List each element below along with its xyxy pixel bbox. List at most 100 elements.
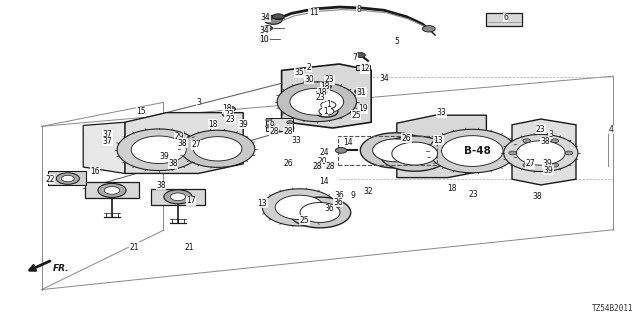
Text: 27: 27: [525, 159, 535, 168]
Text: 16: 16: [90, 167, 100, 176]
Text: 39: 39: [543, 166, 554, 175]
Polygon shape: [48, 171, 86, 185]
Text: 18: 18: [209, 120, 218, 129]
Circle shape: [321, 84, 332, 89]
Polygon shape: [512, 119, 576, 185]
Text: 23: 23: [536, 125, 546, 134]
Text: 31: 31: [356, 88, 367, 97]
Text: 15: 15: [136, 108, 146, 116]
Text: 4: 4: [609, 125, 614, 134]
Text: 3: 3: [548, 130, 553, 139]
Polygon shape: [125, 113, 243, 173]
Polygon shape: [442, 136, 503, 166]
Circle shape: [222, 112, 232, 117]
Circle shape: [284, 129, 292, 133]
Circle shape: [56, 173, 79, 184]
Text: 33: 33: [291, 136, 301, 145]
Text: 38: 38: [540, 137, 550, 146]
Bar: [338, 136, 437, 165]
Text: 35: 35: [294, 68, 304, 77]
Text: 34: 34: [260, 13, 271, 22]
Text: 27: 27: [191, 140, 202, 149]
Polygon shape: [151, 189, 205, 205]
Circle shape: [273, 14, 284, 20]
Polygon shape: [262, 189, 337, 226]
Circle shape: [422, 26, 435, 32]
Text: 23: 23: [468, 190, 479, 199]
Text: 1: 1: [323, 107, 328, 116]
Text: 3: 3: [196, 98, 201, 107]
Text: 30: 30: [304, 75, 314, 84]
Text: 28: 28: [284, 127, 292, 136]
Bar: [356, 65, 370, 70]
Polygon shape: [360, 133, 431, 168]
Text: 36: 36: [334, 191, 344, 200]
Text: 18: 18: [317, 88, 326, 97]
Polygon shape: [117, 129, 200, 171]
Text: 38: 38: [177, 139, 188, 148]
Text: 26: 26: [283, 159, 293, 168]
Polygon shape: [397, 115, 486, 178]
Polygon shape: [131, 136, 186, 164]
Text: B-48: B-48: [464, 146, 491, 156]
Circle shape: [170, 193, 186, 201]
Polygon shape: [289, 197, 351, 228]
Text: 26: 26: [401, 134, 412, 143]
Circle shape: [164, 190, 192, 204]
Text: 23: 23: [324, 76, 335, 84]
Text: 38: 38: [156, 181, 166, 190]
Text: 21: 21: [130, 243, 139, 252]
Text: 9: 9: [269, 121, 275, 130]
Text: 9: 9: [351, 191, 356, 200]
Circle shape: [355, 52, 365, 58]
Text: 32: 32: [363, 188, 373, 196]
Text: 13: 13: [257, 199, 268, 208]
Text: 36: 36: [333, 198, 343, 207]
Polygon shape: [83, 122, 125, 173]
Polygon shape: [193, 137, 242, 161]
Text: 2: 2: [307, 63, 312, 72]
Text: 28: 28: [326, 162, 335, 171]
Text: 12: 12: [360, 64, 369, 73]
Circle shape: [98, 183, 126, 197]
Text: 23: 23: [224, 110, 234, 119]
Circle shape: [61, 175, 74, 182]
Circle shape: [317, 89, 327, 94]
Text: 29: 29: [174, 132, 184, 141]
Polygon shape: [516, 141, 565, 165]
Circle shape: [335, 148, 347, 153]
Text: 13: 13: [433, 136, 444, 145]
Polygon shape: [380, 136, 450, 171]
Text: 33: 33: [436, 108, 447, 117]
Text: 8: 8: [356, 5, 361, 14]
Text: 38: 38: [532, 192, 543, 201]
Text: 36: 36: [324, 204, 334, 213]
Polygon shape: [429, 129, 516, 173]
Circle shape: [565, 151, 573, 155]
Circle shape: [104, 187, 120, 194]
Text: 22: 22: [45, 175, 54, 184]
Circle shape: [262, 26, 273, 31]
Text: 5: 5: [394, 37, 399, 46]
Text: 7: 7: [353, 53, 358, 62]
Circle shape: [551, 163, 559, 167]
Text: 14: 14: [342, 138, 353, 147]
Text: 38: 38: [168, 159, 178, 168]
Text: 20: 20: [317, 157, 327, 166]
Circle shape: [523, 163, 531, 167]
Circle shape: [262, 15, 273, 20]
Text: 19: 19: [358, 104, 368, 113]
Text: 39: 39: [238, 120, 248, 129]
Polygon shape: [300, 203, 340, 222]
Circle shape: [225, 106, 236, 111]
Circle shape: [271, 129, 280, 133]
Text: 37: 37: [102, 130, 113, 139]
Polygon shape: [85, 182, 139, 198]
Text: 25: 25: [351, 111, 361, 120]
Circle shape: [314, 164, 323, 169]
Circle shape: [325, 164, 334, 169]
Circle shape: [264, 15, 282, 24]
Polygon shape: [372, 139, 419, 162]
Text: 18: 18: [223, 104, 232, 113]
Text: 34: 34: [259, 26, 269, 35]
